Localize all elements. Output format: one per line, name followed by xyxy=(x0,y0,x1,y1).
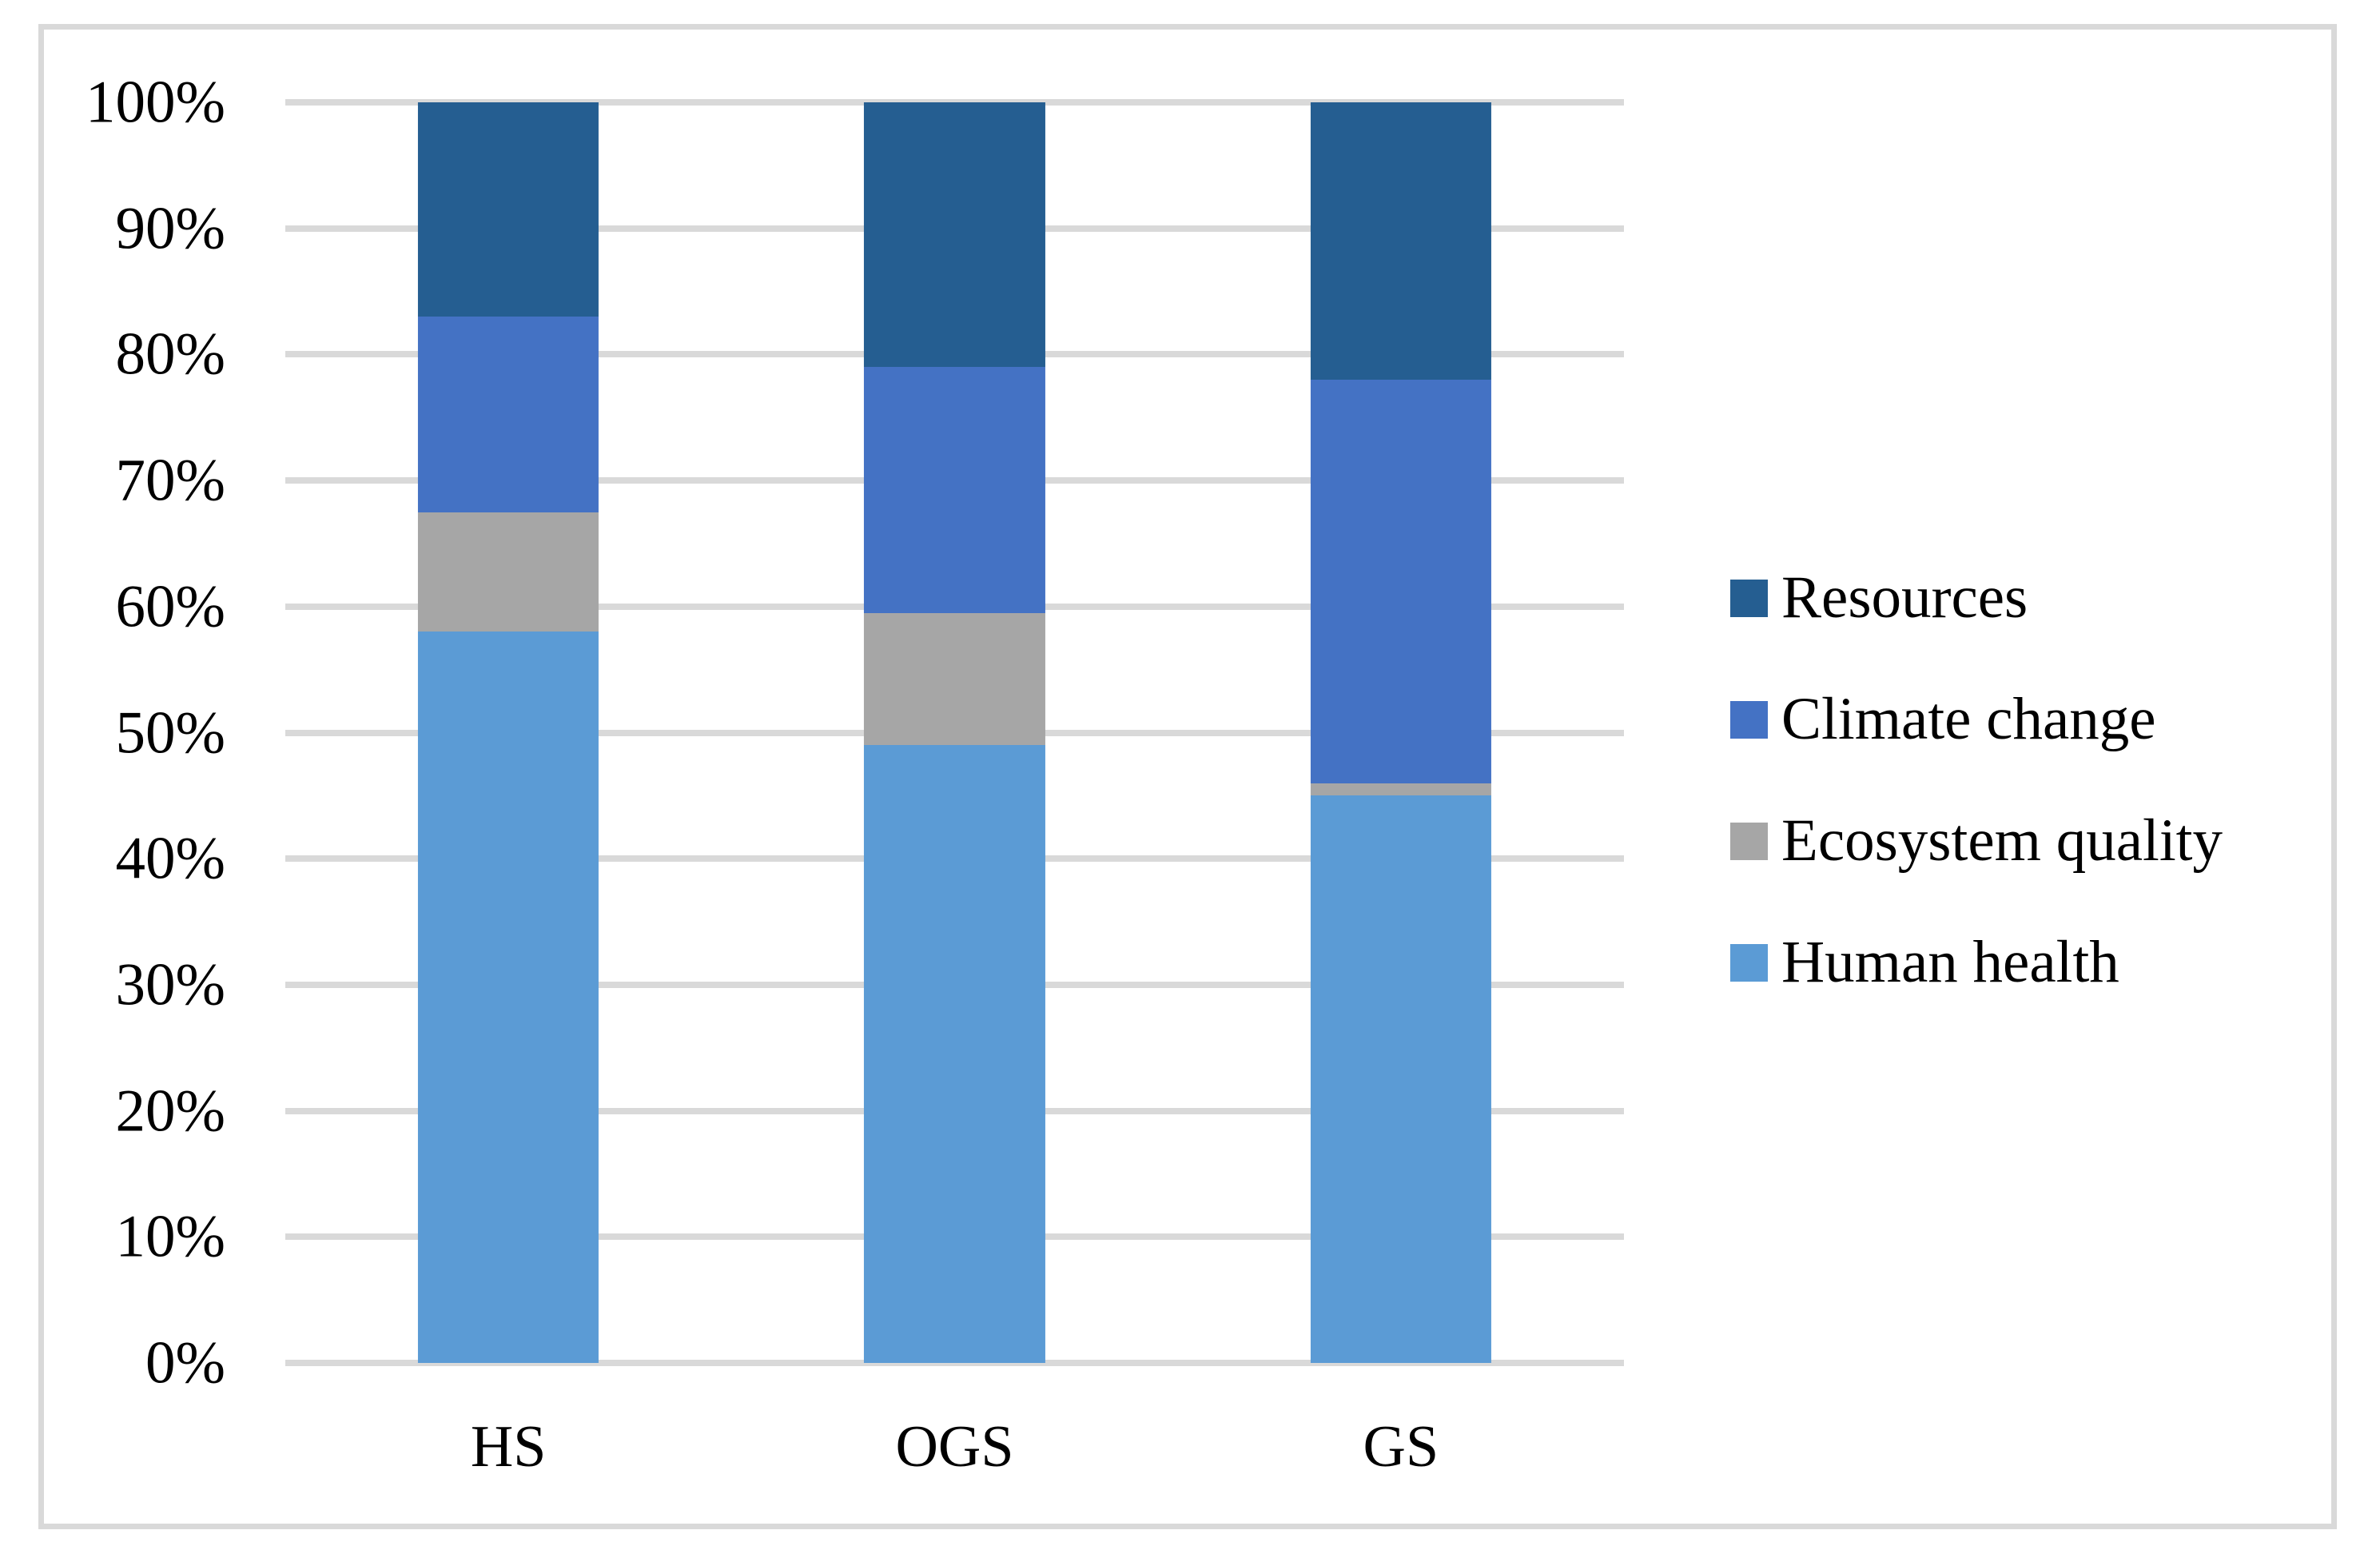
bar-gs xyxy=(1310,102,1491,1363)
plot-area xyxy=(285,99,1624,1366)
y-tick-label-0: 0% xyxy=(145,1329,225,1397)
segment-hs-human-health xyxy=(418,632,599,1363)
y-tick-label-60: 60% xyxy=(115,573,225,640)
legend-item-human-health: Human health xyxy=(1730,929,2223,995)
y-tick-label-30: 30% xyxy=(115,951,225,1018)
legend-swatch-ecosystem-quality-icon xyxy=(1730,822,1768,860)
legend-label-human-health: Human health xyxy=(1781,929,2119,995)
legend-item-resources: Resources xyxy=(1730,564,2223,631)
segment-gs-ecosystem-quality xyxy=(1310,783,1491,796)
segment-hs-climate-change xyxy=(418,317,599,512)
x-axis-label-gs: GS xyxy=(1363,1414,1439,1480)
y-tick-label-10: 10% xyxy=(115,1203,225,1270)
bar-ogs xyxy=(864,102,1045,1363)
legend-item-climate-change: Climate change xyxy=(1730,686,2223,752)
legend-item-ecosystem-quality: Ecosystem quality xyxy=(1730,807,2223,874)
bar-hs xyxy=(418,102,599,1363)
x-axis-label-ogs: OGS xyxy=(895,1414,1014,1480)
bar-slot-hs xyxy=(285,102,731,1363)
x-axis-label-hs: HS xyxy=(470,1414,547,1480)
y-tick-label-20: 20% xyxy=(115,1078,225,1145)
y-axis: 0% 10% 20% 30% 40% 50% 60% 70% 80% 90% 100% xyxy=(48,73,225,1393)
y-tick-label-40: 40% xyxy=(115,825,225,892)
y-tick-label-100: 100% xyxy=(86,69,225,136)
y-tick-label-70: 70% xyxy=(115,447,225,514)
segment-hs-resources xyxy=(418,102,599,317)
bar-slot-ogs xyxy=(731,102,1177,1363)
y-tick-label-50: 50% xyxy=(115,699,225,766)
segment-gs-human-health xyxy=(1310,795,1491,1363)
y-tick-label-90: 90% xyxy=(115,195,225,262)
legend-label-climate-change: Climate change xyxy=(1781,686,2156,752)
bar-slot-gs xyxy=(1178,102,1624,1363)
segment-ogs-ecosystem-quality xyxy=(864,612,1045,746)
legend-label-ecosystem-quality: Ecosystem quality xyxy=(1781,807,2223,874)
legend: Resources Climate change Ecosystem quality… xyxy=(1730,564,2223,1065)
segment-gs-resources xyxy=(1310,102,1491,380)
segment-hs-ecosystem-quality xyxy=(418,512,599,632)
segment-ogs-resources xyxy=(864,102,1045,368)
legend-swatch-human-health-icon xyxy=(1730,943,1768,982)
segment-ogs-human-health xyxy=(864,745,1045,1363)
x-axis: HS OGS GS xyxy=(285,1403,1624,1491)
segment-gs-climate-change xyxy=(1310,379,1491,783)
legend-swatch-resources-icon xyxy=(1730,579,1768,617)
gridline-0 xyxy=(285,1360,1624,1366)
y-tick-label-80: 80% xyxy=(115,321,225,388)
legend-label-resources: Resources xyxy=(1781,564,2028,631)
legend-swatch-climate-change-icon xyxy=(1730,700,1768,739)
segment-ogs-climate-change xyxy=(864,367,1045,613)
bars-layer xyxy=(285,102,1624,1363)
